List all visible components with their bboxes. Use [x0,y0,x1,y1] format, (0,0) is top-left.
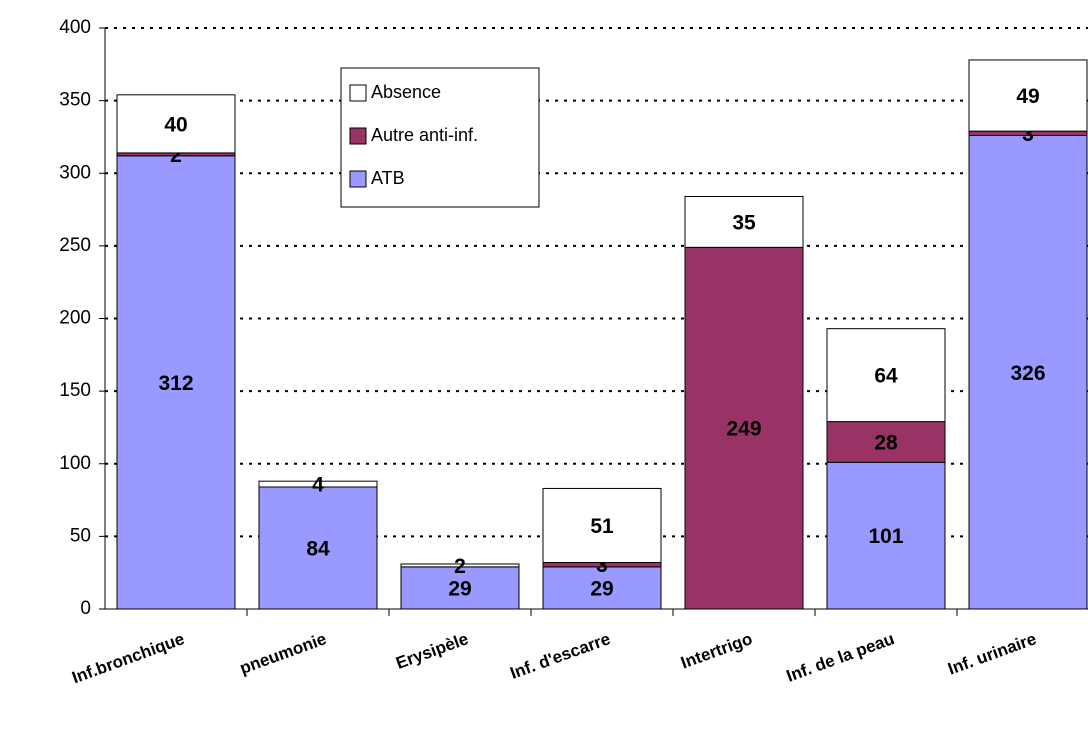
data-label: 51 [590,515,614,538]
bar-segment [400,563,520,568]
bar-segment [968,134,1088,610]
y-tick-label: 300 [59,162,91,183]
data-label: 84 [306,538,330,561]
x-tick-label: Inf. de la peau [784,629,897,686]
bar-segment [684,246,804,610]
legend-frame [340,67,540,208]
x-tick-label: Inf. urinaire [945,629,1038,679]
bar-segment [684,195,804,248]
bar-segment [400,566,520,610]
y-tick-label: 100 [59,453,91,474]
data-label: 64 [874,365,898,388]
x-tick-label: Inf. d'escarre [508,629,613,683]
bar-segment [258,486,378,610]
data-label: 3 [1022,123,1034,146]
data-label: 35 [732,211,756,234]
data-label: 29 [590,577,613,600]
x-tick-label: Inf.bronchique [69,629,186,687]
legend: Absence Autre anti-inf. ATB [340,67,540,208]
legend-label: Autre anti-inf. [371,125,478,145]
bar-segment [542,487,662,564]
data-label: 49 [1016,85,1039,108]
data-label: 40 [164,113,187,136]
x-tick-label: Intertrigo [678,629,755,672]
bar-segment [826,328,946,423]
legend-swatch [349,170,367,188]
data-label: 4 [312,474,324,497]
data-label: 29 [448,577,471,600]
data-label: 249 [726,418,761,441]
bar-segment [968,59,1088,132]
data-label: 312 [158,372,193,395]
bar-segment [258,480,378,488]
y-tick-label: 0 [80,598,91,619]
y-tick-label: 200 [59,308,91,329]
y-tick-label: 400 [59,17,91,38]
x-tick-label: pneumonie [237,629,329,678]
bar-segment [826,461,946,610]
data-label: 326 [1010,362,1045,385]
data-label: 2 [454,555,466,578]
bar-segment [116,94,236,154]
legend-swatch [349,84,367,102]
data-label: 3 [596,554,608,577]
y-tick-label: 150 [59,380,91,401]
y-tick-label: 350 [59,90,91,111]
data-label: 2 [170,144,182,167]
data-label: 28 [874,432,898,455]
data-label: 101 [868,525,903,548]
legend-label: ATB [371,168,405,188]
y-tick-label: 50 [70,525,91,546]
y-tick-label: 250 [59,235,91,256]
legend-swatch [349,127,367,145]
legend-label: Absence [371,82,441,102]
bar-segment [116,155,236,610]
x-tick-label: Erysipèle [393,629,471,673]
